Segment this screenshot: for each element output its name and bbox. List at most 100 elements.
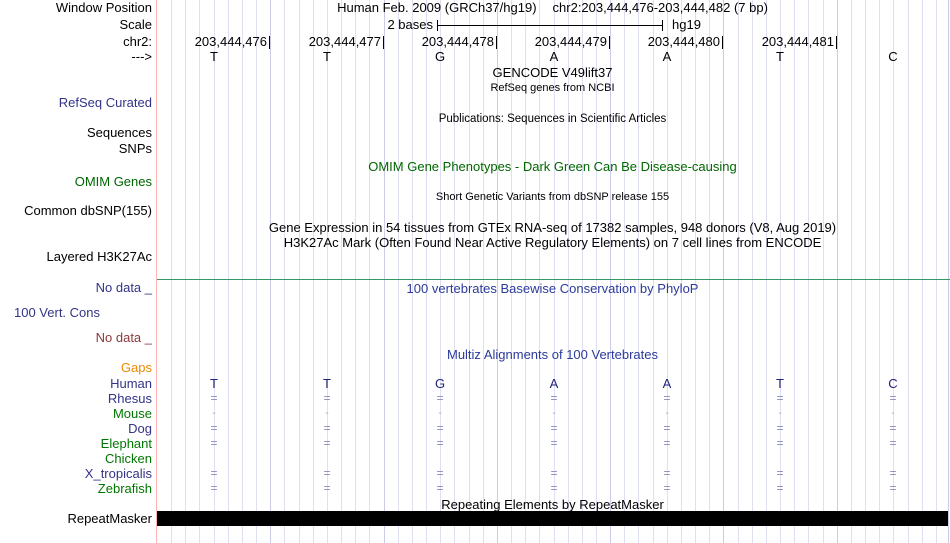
- gridline: [384, 0, 385, 543]
- gridline: [624, 0, 625, 543]
- alignment-cell-dog: =: [210, 421, 218, 435]
- window-position-label: Window Position: [55, 0, 152, 15]
- alignment-cell-rhesus: =: [889, 391, 897, 405]
- alignment-cell-elephant: =: [323, 436, 331, 450]
- ruler-tick: [383, 36, 384, 49]
- reference-base: T: [776, 49, 784, 64]
- species-label-dog[interactable]: Dog: [128, 421, 152, 436]
- gridline: [185, 0, 186, 543]
- track-label-refseq-curated[interactable]: RefSeq Curated: [58, 95, 152, 110]
- gridline: [893, 0, 894, 543]
- alignment-cell-elephant: =: [550, 436, 558, 450]
- track-label-no-data[interactable]: No data _: [95, 330, 152, 345]
- species-label-chicken[interactable]: Chicken: [105, 451, 152, 466]
- gridline: [723, 0, 724, 543]
- gridline: [752, 0, 753, 543]
- track-title-publications-sequences-in[interactable]: Publications: Sequences in Scientific Ar…: [438, 113, 667, 125]
- gridline: [908, 0, 909, 543]
- ruler-position-number: 203,444,479: [534, 34, 607, 49]
- alignment-cell-human: C: [888, 376, 898, 391]
- track-title-repeating-elements-by[interactable]: Repeating Elements by RepeatMasker: [441, 497, 664, 512]
- track-title-omim-gene-phenotypes[interactable]: OMIM Gene Phenotypes - Dark Green Can Be…: [368, 159, 737, 174]
- reference-base: T: [210, 49, 218, 64]
- track-label-layered-h3k27ac[interactable]: Layered H3K27Ac: [46, 249, 152, 264]
- track-title-h3k27ac-mark-often[interactable]: H3K27Ac Mark (Often Found Near Active Re…: [283, 235, 822, 250]
- gridline: [794, 0, 795, 543]
- alignment-cell-mouse: -: [891, 408, 895, 419]
- alignment-cell-dog: =: [889, 421, 897, 435]
- species-label-zebrafish[interactable]: Zebrafish: [97, 481, 152, 496]
- gridline: [313, 0, 314, 543]
- scale-bar-left-tick: [437, 20, 438, 31]
- alignment-cell-zebrafish: =: [210, 481, 218, 495]
- alignment-cell-dog: =: [436, 421, 444, 435]
- alignment-cell-x-tropicalis: =: [436, 466, 444, 480]
- alignment-cell-rhesus: =: [663, 391, 671, 405]
- gridline: [171, 0, 172, 543]
- gridline: [497, 0, 498, 543]
- gridline: [341, 0, 342, 543]
- species-label-human[interactable]: Human: [110, 376, 152, 391]
- gridline: [780, 0, 781, 543]
- header-title-line: Human Feb. 2009 (GRCh37/hg19) chr2:203,4…: [157, 0, 948, 16]
- alignment-cell-human: A: [662, 376, 672, 391]
- reference-base: T: [323, 49, 331, 64]
- track-label-common-dbsnp-155[interactable]: Common dbSNP(155): [24, 203, 152, 218]
- track-title-refseq-genes-from[interactable]: RefSeq genes from NCBI: [490, 82, 615, 94]
- track-label-snps[interactable]: SNPs: [118, 141, 152, 156]
- alignment-cell-human: G: [434, 376, 446, 391]
- gridline: [270, 0, 271, 543]
- alignment-cell-rhesus: =: [210, 391, 218, 405]
- gridline: [369, 0, 370, 543]
- window-coordinates: chr2:203,444,476-203,444,482 (7 bp): [552, 0, 768, 15]
- species-label-x-tropicalis[interactable]: X_tropicalis: [84, 466, 152, 481]
- track-title-gencode-v49lift37[interactable]: GENCODE V49lift37: [492, 65, 613, 80]
- repeatmasker-feature-bar[interactable]: [157, 511, 948, 526]
- track-label-no-data[interactable]: No data _: [95, 280, 152, 295]
- alignment-cell-elephant: =: [436, 436, 444, 450]
- track-title-short-genetic-variants[interactable]: Short Genetic Variants from dbSNP releas…: [435, 191, 670, 203]
- strand-arrow: --->: [131, 49, 152, 64]
- gridline: [879, 0, 880, 543]
- gridline: [596, 0, 597, 543]
- alignment-cell-human: T: [776, 376, 784, 391]
- alignment-cell-elephant: =: [210, 436, 218, 450]
- ruler-position-number: 203,444,478: [421, 34, 494, 49]
- gridline: [922, 0, 923, 543]
- alignment-cell-human: A: [549, 376, 559, 391]
- track-title-gene-expression-in[interactable]: Gene Expression in 54 tissues from GTEx …: [268, 220, 837, 235]
- track-label-100-vert-cons[interactable]: 100 Vert. Cons: [14, 305, 100, 320]
- alignment-cell-x-tropicalis: =: [776, 466, 784, 480]
- track-label-sequences[interactable]: Sequences: [86, 125, 152, 140]
- alignment-cell-mouse: -: [778, 408, 782, 419]
- track-label-gaps[interactable]: Gaps: [120, 360, 152, 375]
- track-title-multiz-alignments-of[interactable]: Multiz Alignments of 100 Vertebrates: [446, 347, 658, 362]
- track-label-repeatmasker[interactable]: RepeatMasker: [67, 511, 152, 526]
- alignment-cell-mouse: -: [325, 408, 329, 419]
- ruler-tick: [722, 36, 723, 49]
- gridline: [398, 0, 399, 543]
- gridline: [327, 0, 328, 543]
- gridline: [851, 0, 852, 543]
- ruler-tick: [836, 36, 837, 49]
- species-label-mouse[interactable]: Mouse: [112, 406, 152, 421]
- ruler-position-number: 203,444,476: [194, 34, 267, 49]
- reference-base: C: [888, 49, 898, 64]
- gridline: [554, 0, 555, 543]
- alignment-cell-elephant: =: [663, 436, 671, 450]
- reference-base: A: [662, 49, 672, 64]
- species-label-rhesus[interactable]: Rhesus: [107, 391, 152, 406]
- chromosome-label: chr2:: [123, 34, 152, 49]
- gridline: [865, 0, 866, 543]
- track-title-100-vertebrates-basewise[interactable]: 100 vertebrates Basewise Conservation by…: [406, 281, 699, 296]
- gridline: [709, 0, 710, 543]
- ruler-tick: [269, 36, 270, 49]
- ruler-tick: [496, 36, 497, 49]
- gridline: [568, 0, 569, 543]
- assembly-title: Human Feb. 2009 (GRCh37/hg19): [337, 0, 537, 15]
- track-label-omim-genes[interactable]: OMIM Genes: [74, 174, 152, 189]
- gridline: [214, 0, 215, 543]
- species-label-elephant[interactable]: Elephant: [100, 436, 152, 451]
- scale-bar-right-tick: [662, 20, 663, 31]
- gridline: [539, 0, 540, 543]
